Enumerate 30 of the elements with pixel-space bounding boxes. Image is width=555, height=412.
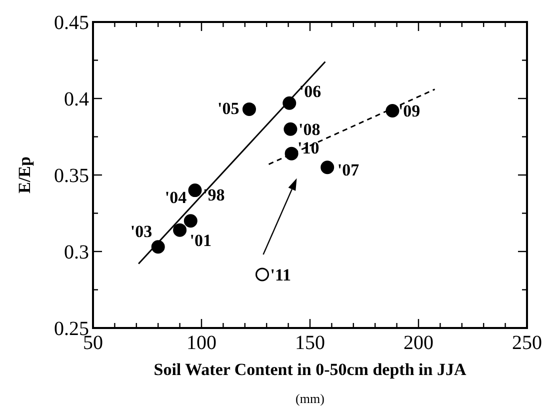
annotation: '07: [337, 160, 360, 180]
x-axis-title: Soil Water Content in 0-50cm depth in JJA (mm): [154, 360, 467, 406]
annotation: '98: [202, 185, 225, 204]
y-axis-title: E/Ep: [15, 156, 34, 194]
point: [256, 268, 270, 282]
point: [284, 122, 298, 136]
annotation: '11: [270, 265, 292, 284]
y-tick-label: 0.35: [54, 165, 89, 187]
y-tick-label: 0.4: [64, 88, 89, 110]
point: [188, 184, 202, 198]
point: [320, 160, 334, 174]
annotation: '05: [218, 99, 240, 118]
point: [173, 223, 187, 237]
y-tick-label: 0.45: [54, 12, 89, 34]
annotation: '09: [398, 102, 420, 121]
x-tick-label: 100: [186, 332, 216, 354]
annotation: '06: [299, 82, 322, 102]
x-tick-label: 250: [512, 332, 542, 354]
point: [386, 104, 400, 118]
x-tick-label: 150: [295, 332, 325, 354]
y-tick-label: 0.3: [64, 242, 89, 264]
annotation: '03: [130, 222, 152, 241]
point: [242, 102, 256, 116]
annotation: '10: [298, 138, 320, 158]
x-tick-label: 200: [404, 332, 434, 354]
point: [284, 146, 298, 160]
annotation: '01: [190, 231, 212, 250]
annotation: '04: [164, 188, 188, 207]
annotation: '08: [298, 120, 320, 140]
point: [184, 214, 198, 228]
